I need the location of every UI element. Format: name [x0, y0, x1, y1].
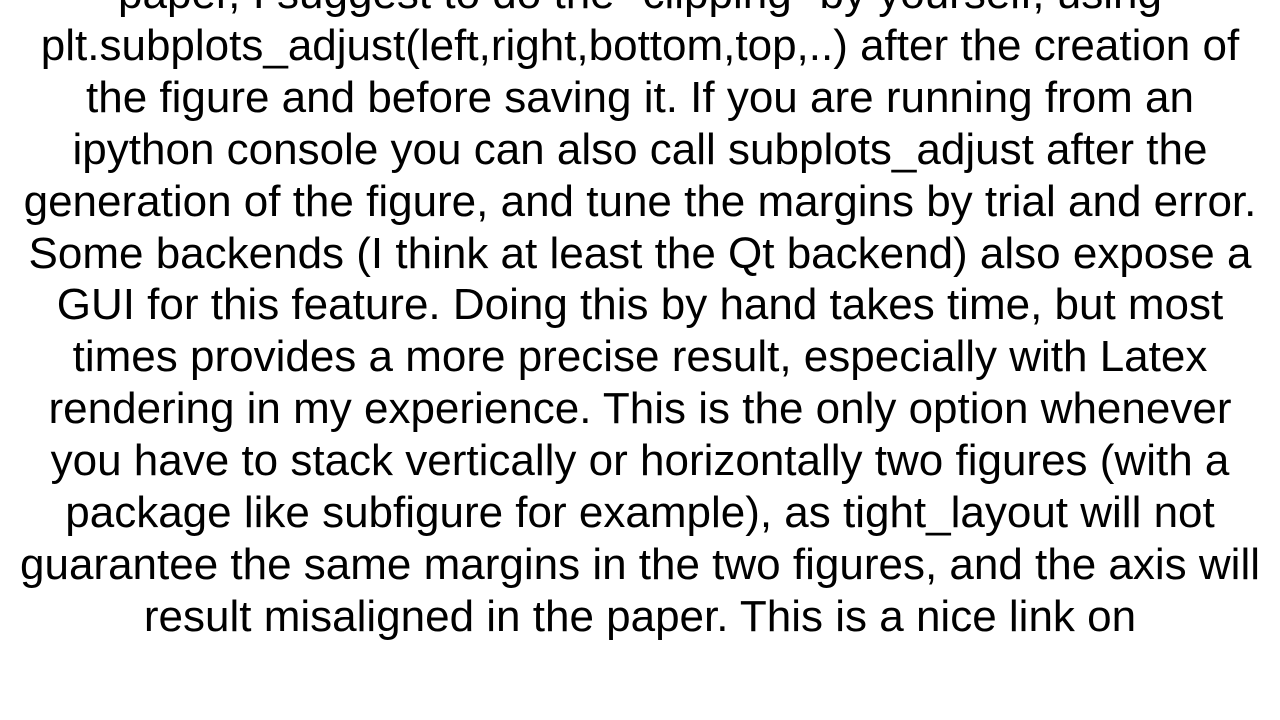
body-paragraph: paper, I suggest to do the "clipping" by… [0, 0, 1280, 643]
